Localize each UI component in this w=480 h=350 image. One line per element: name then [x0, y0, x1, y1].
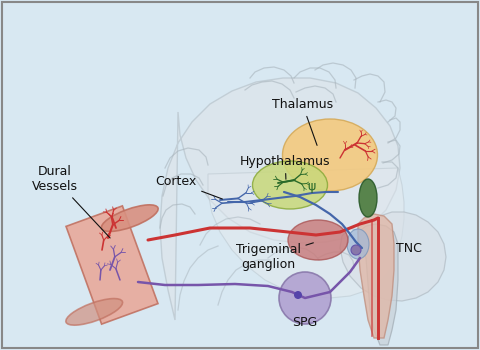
- Text: Thalamus: Thalamus: [272, 98, 333, 145]
- Ellipse shape: [66, 299, 122, 325]
- Circle shape: [279, 272, 331, 324]
- Polygon shape: [208, 168, 404, 298]
- Text: Dural
Vessels: Dural Vessels: [32, 165, 110, 238]
- Circle shape: [351, 245, 361, 255]
- Ellipse shape: [359, 179, 377, 217]
- Text: ψ: ψ: [308, 180, 316, 193]
- Ellipse shape: [347, 229, 369, 259]
- Ellipse shape: [252, 161, 327, 209]
- Text: Hypothalamus: Hypothalamus: [240, 155, 331, 179]
- Polygon shape: [358, 224, 398, 345]
- Polygon shape: [160, 78, 400, 320]
- Ellipse shape: [288, 220, 348, 260]
- Ellipse shape: [101, 205, 158, 231]
- Text: Trigeminal
ganglion: Trigeminal ganglion: [236, 243, 313, 271]
- Text: SPG: SPG: [292, 315, 318, 329]
- Text: Cortex: Cortex: [155, 175, 222, 199]
- Text: TNC: TNC: [396, 241, 422, 254]
- Polygon shape: [340, 212, 446, 301]
- Polygon shape: [66, 206, 158, 324]
- Ellipse shape: [283, 119, 377, 191]
- Polygon shape: [358, 214, 394, 338]
- Circle shape: [294, 291, 302, 299]
